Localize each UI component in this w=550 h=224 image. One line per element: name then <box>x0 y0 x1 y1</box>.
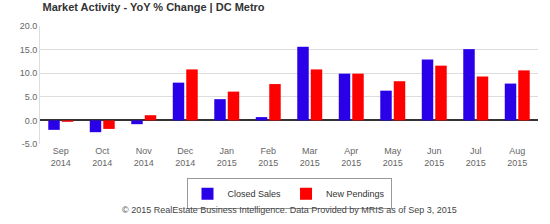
svg-text:Nov2014: Nov2014 <box>134 146 154 168</box>
svg-text:Apr2015: Apr2015 <box>341 146 361 168</box>
svg-text:Closed Sales: Closed Sales <box>228 189 282 199</box>
svg-text:© 2015 RealEstate Business Int: © 2015 RealEstate Business Intelligence.… <box>122 205 457 215</box>
svg-text:Jun2015: Jun2015 <box>424 146 444 168</box>
svg-text:15.0: 15.0 <box>20 45 38 55</box>
svg-text:Dec2014: Dec2014 <box>175 146 195 168</box>
svg-text:10.0: 10.0 <box>20 68 38 78</box>
svg-text:Feb2015: Feb2015 <box>258 146 278 168</box>
svg-text:Oct2014: Oct2014 <box>92 146 112 168</box>
svg-text:Sep2014: Sep2014 <box>51 146 71 168</box>
svg-text:May2015: May2015 <box>383 146 403 168</box>
svg-text:20.0: 20.0 <box>20 21 38 31</box>
svg-text:New Pendings: New Pendings <box>326 189 385 199</box>
svg-text:Market Activity - YoY % Change: Market Activity - YoY % Change | DC Metr… <box>42 1 264 13</box>
svg-text:Jan2015: Jan2015 <box>217 146 237 168</box>
svg-text:5.0: 5.0 <box>25 92 38 102</box>
svg-text:Jul2015: Jul2015 <box>466 146 486 168</box>
svg-text:Mar2015: Mar2015 <box>300 146 320 168</box>
svg-text:-5.0: -5.0 <box>22 139 38 149</box>
svg-text:0.0: 0.0 <box>25 116 38 126</box>
svg-text:Aug2015: Aug2015 <box>507 146 527 168</box>
